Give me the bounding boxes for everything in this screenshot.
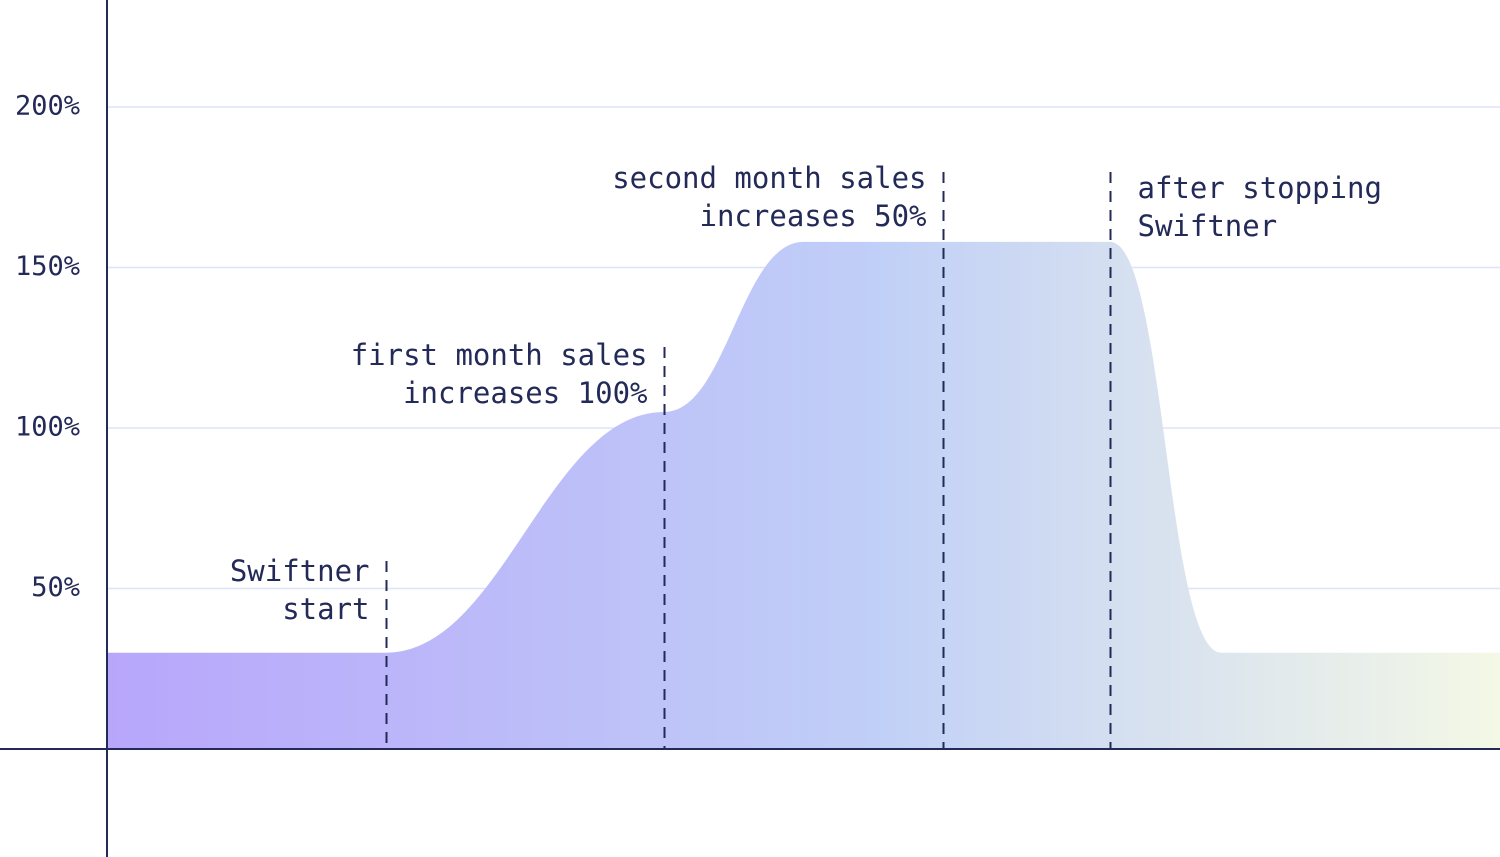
annotation-label: first month sales bbox=[351, 338, 648, 372]
annotation-label: Swiftner bbox=[1138, 209, 1278, 243]
annotation-label: second month sales bbox=[612, 161, 926, 195]
annotation-label: increases 100% bbox=[403, 376, 647, 410]
y-tick-label: 50% bbox=[31, 572, 80, 603]
y-tick-label: 150% bbox=[15, 251, 80, 282]
annotation-label: increases 50% bbox=[700, 199, 927, 233]
annotation-label: Swiftner bbox=[230, 554, 370, 588]
area-fill bbox=[107, 241, 1500, 749]
y-tick-label: 100% bbox=[15, 412, 80, 443]
annotation-label: after stopping bbox=[1138, 171, 1382, 205]
area-series bbox=[107, 241, 1500, 749]
annotations: Swiftner start first month sales increases … bbox=[230, 161, 1382, 749]
y-tick-labels: 50% 100% 150% 200% bbox=[15, 91, 80, 604]
annotation-label: start bbox=[282, 592, 369, 626]
y-tick-label: 200% bbox=[15, 91, 80, 122]
